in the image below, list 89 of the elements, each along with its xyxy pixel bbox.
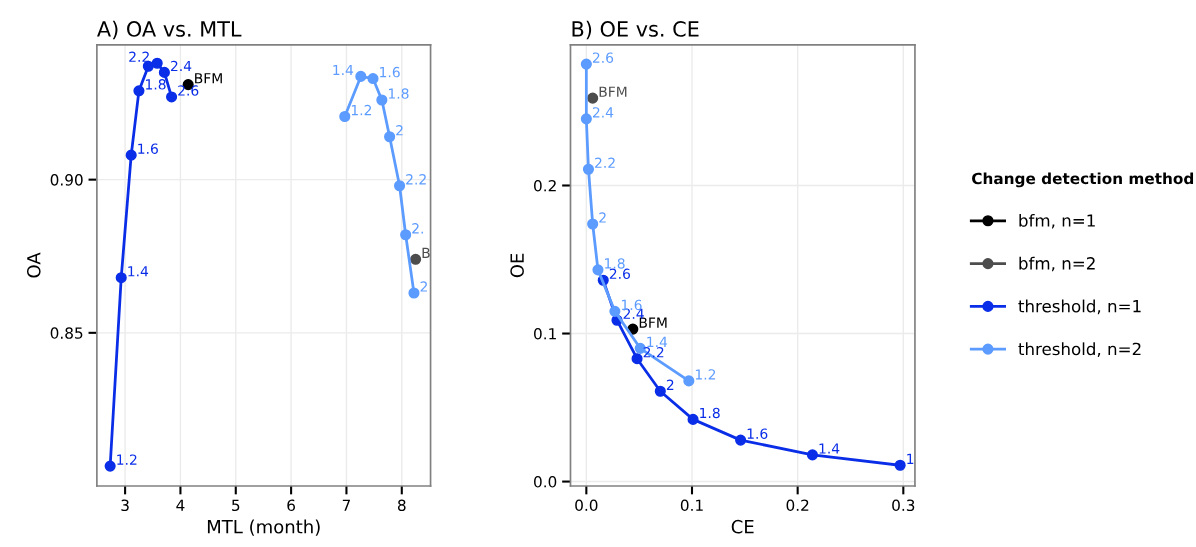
chart-title: B) OE vs. CE <box>572 20 699 40</box>
point <box>408 287 420 299</box>
annotation: B <box>422 247 430 258</box>
x-axis-title: CE <box>731 519 754 534</box>
point <box>158 66 170 78</box>
annotation: 2 <box>420 281 427 292</box>
legend-title: Change detection method <box>972 172 1194 188</box>
annotation: 2.4 <box>592 107 614 118</box>
point <box>339 110 351 123</box>
x-tick-label: 5 <box>232 499 240 512</box>
annotation: 1.8 <box>700 407 720 419</box>
annotation: 2.2 <box>595 157 615 168</box>
point <box>582 163 595 175</box>
point <box>687 413 699 425</box>
x-tick-label: 6 <box>287 499 296 512</box>
annotation: 2.2 <box>406 174 426 185</box>
y-tick-label: 0.0 <box>534 476 557 488</box>
point <box>683 375 695 387</box>
annotation: 1.4 <box>333 64 354 76</box>
point <box>592 264 604 276</box>
point <box>735 434 747 446</box>
legend-label: threshold, n=1 <box>1018 299 1141 315</box>
point <box>166 91 178 103</box>
annotation: 1.8 <box>146 79 166 90</box>
y-axis-title: OE <box>510 253 524 278</box>
annotation: 2.2 <box>129 51 149 62</box>
point <box>654 385 666 397</box>
annotation: BFM <box>599 86 627 97</box>
annotation: 2. <box>412 223 423 234</box>
annotation: 1.4 <box>819 443 840 454</box>
x-tick-label: 0.3 <box>892 499 915 512</box>
annotation: BFM <box>195 73 222 84</box>
annotation: BFM <box>639 317 667 328</box>
annotation: 1.8 <box>388 88 409 99</box>
x-tick-label: 4 <box>176 499 185 511</box>
point <box>115 272 127 284</box>
x-tick-label: 8 <box>397 499 406 512</box>
point <box>355 70 367 82</box>
point <box>410 253 422 265</box>
point <box>384 131 396 143</box>
y-axis-title: OA <box>26 252 41 278</box>
x-axis-title: MTL (month) <box>207 519 320 536</box>
legend-label: bfm, n=1 <box>1019 213 1095 229</box>
point <box>894 459 906 471</box>
annotation: 2.6 <box>592 52 614 63</box>
x-tick-label: 0.0 <box>575 499 598 512</box>
annotation: 2 <box>599 212 606 223</box>
point <box>104 460 116 472</box>
point <box>806 449 819 461</box>
y-tick-label: 0.1 <box>534 327 556 340</box>
annotation: 2.6 <box>178 85 199 96</box>
x-tick-label: 3 <box>121 499 129 512</box>
point <box>587 218 599 230</box>
annotation: 1.6 <box>747 428 768 439</box>
annotation: 1.2 <box>351 104 372 116</box>
legend-label: threshold, n=2 <box>1018 342 1141 357</box>
point <box>631 353 643 365</box>
annotation: 1.8 <box>605 258 625 269</box>
point <box>580 58 592 70</box>
annotation: 1.4 <box>647 336 668 347</box>
x-tick-label: 7 <box>342 499 350 511</box>
annotation: 1 <box>907 453 914 464</box>
annotation: 2 <box>396 125 403 136</box>
point <box>400 229 412 241</box>
point <box>580 113 592 125</box>
x-tick-label: 0.1 <box>680 499 703 512</box>
chart-title: A) OA vs. MTL <box>97 20 242 40</box>
annotation: 2.6 <box>609 268 631 280</box>
point <box>133 85 145 97</box>
point <box>609 305 621 317</box>
annotation: 1.2 <box>695 369 716 380</box>
point <box>587 92 599 104</box>
point <box>142 60 154 72</box>
y-tick-label: 0.2 <box>534 179 556 192</box>
annotation: 1.4 <box>128 266 149 277</box>
point <box>367 72 379 85</box>
point <box>394 180 406 192</box>
point <box>151 57 163 69</box>
point <box>376 94 388 106</box>
annotation: 2.4 <box>170 60 192 72</box>
annotation: 1.6 <box>138 143 158 154</box>
annotation: 2 <box>666 379 674 390</box>
annotation: 1.6 <box>380 66 400 78</box>
y-tick-label: 0.90 <box>50 174 83 186</box>
annotation: 1.2 <box>117 454 137 465</box>
y-tick-label: 0.85 <box>50 327 83 339</box>
legend-label: bfm, n=2 <box>1019 256 1095 272</box>
point <box>125 149 137 161</box>
x-tick-label: 0.2 <box>786 499 809 512</box>
